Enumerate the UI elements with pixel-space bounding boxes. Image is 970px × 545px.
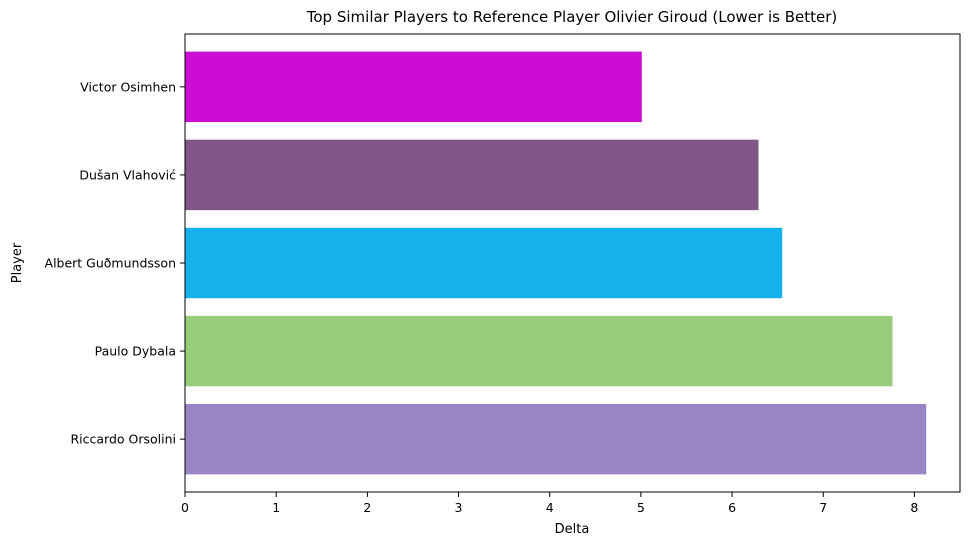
bar	[185, 403, 927, 475]
y-tick-label: Dušan Vlahović	[79, 167, 176, 182]
x-axis-ticks: 0 1 2 3 4 5 6 7 8	[181, 492, 918, 515]
y-tick-label: Paulo Dybala	[95, 344, 176, 359]
plot-frame	[184, 33, 961, 493]
y-axis-label: Player	[10, 242, 25, 283]
x-tick-label: 7	[819, 500, 827, 515]
y-tick-label: Riccardo Orsolini	[70, 432, 176, 447]
x-tick-label: 3	[455, 500, 463, 515]
chart-title: Top Similar Players to Reference Player …	[306, 8, 837, 26]
x-tick-label: 6	[728, 500, 736, 515]
y-tick-label: Victor Osimhen	[80, 79, 176, 94]
bars-group	[185, 51, 927, 475]
bar	[185, 139, 759, 211]
x-tick-label: 1	[272, 500, 280, 515]
x-tick-label: 4	[546, 500, 554, 515]
y-tick-label: Albert Guðmundsson	[45, 256, 176, 271]
x-tick-label: 2	[363, 500, 371, 515]
x-axis-label: Delta	[555, 522, 590, 537]
bar	[185, 315, 893, 387]
x-tick-label: 0	[181, 500, 189, 515]
y-axis-ticks: Victor Osimhen Dušan Vlahović Albert Guðmu…	[45, 79, 185, 447]
x-tick-label: 8	[910, 500, 918, 515]
x-tick-label: 5	[637, 500, 645, 515]
bar	[185, 227, 783, 299]
bar	[185, 51, 642, 123]
